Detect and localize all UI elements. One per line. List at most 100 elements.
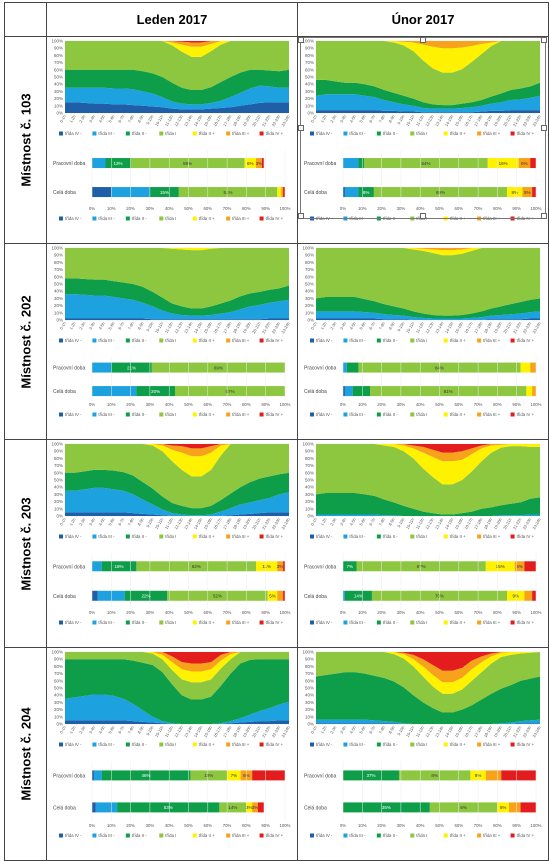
chart-room-103-january[interactable]: 0% 10% 20% 30% 40% 50% 60% 70% 80% 90% 100% 0-1h 1-2… (47, 37, 297, 238)
bar-legend-label: třída I (165, 620, 176, 625)
bar-legend-swatch (477, 412, 482, 417)
y-tick-label: 10% (305, 103, 314, 108)
bar-x-tick-label: 20% (126, 610, 135, 615)
x-tick-label: 22-23h (522, 114, 533, 127)
y-tick-label: 60% (54, 67, 63, 72)
bar-legend-swatch (510, 833, 515, 838)
x-tick-label: 6-7h (117, 321, 125, 330)
x-tick-label: 19-20h (241, 321, 252, 334)
bar-segment (429, 802, 498, 813)
bar-x-tick-label: 60% (454, 206, 463, 211)
chart-room-204-february[interactable]: 0% 10% 20% 30% 40% 50% 60% 70% 80% 90% 100% 0-1h 1-2… (298, 648, 548, 855)
chart-room-203-february[interactable]: 0% 10% 20% 30% 40% 50% 60% 70% 80% 90% 100% 0-1h 1-2… (298, 440, 548, 642)
bar-row-label: Celá doba (53, 389, 76, 395)
area-series-2 (316, 94, 540, 113)
bar-data-label: 6% (247, 161, 254, 166)
bar-legend-swatch (59, 620, 63, 625)
bar-legend-label: třída II - (132, 833, 147, 838)
resize-handle-tm[interactable] (420, 37, 426, 43)
bar-x-tick-label: 50% (184, 402, 193, 407)
chart-room-203-january[interactable]: 0% 10% 20% 30% 40% 50% 60% 70% 80% 90% 100% 0-1h 1-2… (47, 440, 297, 642)
bar-legend-swatch (192, 620, 197, 625)
bar-x-tick-label: 100% (531, 206, 542, 211)
bar-legend-swatch (443, 216, 448, 221)
resize-handle-br[interactable] (541, 213, 547, 219)
x-tick-label: 10-11h (405, 517, 415, 530)
bar-x-tick-label: 90% (512, 823, 521, 828)
x-tick-label: 17-18h (473, 517, 484, 530)
bar-legend-label: třída III + (232, 620, 250, 625)
bar-segment (497, 802, 509, 813)
legend-label: třída III + (232, 534, 250, 539)
x-tick-label: 16-17h (463, 517, 474, 530)
bar-row-label: Celá doba (304, 190, 327, 196)
x-tick-label: 20-21h (251, 321, 262, 334)
x-tick-label: 19-20h (241, 517, 252, 530)
x-tick-label: 15-16h (202, 114, 213, 127)
legend-label: třída III + (483, 742, 501, 747)
bar-legend-label: třída IV - (316, 216, 333, 221)
y-tick-label: 70% (305, 463, 314, 468)
resize-handle-ml[interactable] (298, 125, 304, 131)
bar-legend-swatch (92, 412, 97, 417)
y-tick-label: 10% (305, 714, 314, 719)
x-tick-label: 2-3h (329, 725, 337, 734)
legend-label: třída IV - (316, 131, 333, 136)
area-series-6 (316, 41, 540, 49)
bar-x-tick-label: 50% (184, 206, 193, 211)
resize-handle-tr[interactable] (541, 37, 547, 43)
x-tick-label: 4-5h (97, 725, 105, 734)
y-tick-label: 90% (305, 657, 314, 662)
area-series-3 (316, 492, 540, 516)
x-tick-label: 0-1h (310, 321, 318, 330)
legend-label: třída I (416, 338, 427, 343)
bar-segment (343, 362, 347, 373)
bar-data-label: 18% (115, 564, 124, 569)
x-tick-label: 7-8h (127, 517, 135, 526)
bar-segment (261, 158, 264, 169)
bar-x-tick-label: 40% (165, 206, 174, 211)
y-tick-label: 30% (54, 296, 63, 301)
chart-room-204-january[interactable]: 0% 10% 20% 30% 40% 50% 60% 70% 80% 90% 100% 0-1h 1-2… (47, 648, 297, 855)
resize-handle-tl[interactable] (298, 37, 304, 43)
chart-cell-103-feb: 0% 10% 20% 30% 40% 50% 60% 70% 80% 90% 100% 0-1h 1-2… (297, 36, 549, 244)
bar-data-label: 15% (496, 564, 505, 569)
bar-x-tick-label: 90% (261, 610, 270, 615)
bar-legend-swatch (510, 620, 515, 625)
x-tick-label: 21-22h (261, 725, 272, 738)
bar-legend-label: třída II + (199, 412, 215, 417)
bar-segment (373, 187, 508, 198)
chart-room-202-february[interactable]: 0% 10% 20% 30% 40% 50% 60% 70% 80% 90% 100% 0-1h 1-2… (298, 244, 548, 434)
x-tick-label: 9-10h (396, 114, 405, 125)
bar-data-label: 62% (192, 564, 201, 569)
legend-swatch (59, 338, 63, 343)
chart-room-103-february[interactable]: 0% 10% 20% 30% 40% 50% 60% 70% 80% 90% 100% 0-1h 1-2… (298, 37, 548, 238)
resize-handle-bm[interactable] (420, 213, 426, 219)
legend-swatch (510, 131, 515, 136)
bar-legend-swatch (59, 412, 63, 417)
legend-label: třída II + (450, 534, 466, 539)
legend-swatch (376, 742, 381, 747)
bar-segment (283, 561, 285, 572)
x-tick-label: 18-19h (232, 114, 243, 127)
x-tick-label: 18-19h (483, 114, 494, 127)
y-tick-label: 20% (54, 303, 63, 308)
legend-swatch (410, 742, 415, 747)
chart-cell-203-feb: 0% 10% 20% 30% 40% 50% 60% 70% 80% 90% 100% 0-1h 1-2… (297, 439, 549, 648)
bar-x-tick-label: 100% (280, 206, 291, 211)
bar-x-tick-label: 90% (512, 610, 521, 615)
bar-legend-label: třída III + (483, 833, 501, 838)
bar-x-tick-label: 100% (531, 402, 542, 407)
resize-handle-bl[interactable] (298, 213, 304, 219)
legend-swatch (410, 534, 415, 539)
legend-label: třída III + (483, 534, 501, 539)
row-label-room-202: Místnost č. 202 (4, 243, 47, 440)
resize-handle-mr[interactable] (541, 125, 547, 131)
area-series-3 (65, 278, 289, 316)
chart-room-202-january[interactable]: 0% 10% 20% 30% 40% 50% 60% 70% 80% 90% 100% 0-1h 1-2… (47, 244, 297, 434)
bar-segment (227, 770, 241, 781)
bar-segment (190, 770, 228, 781)
legend-label: třída II + (450, 742, 466, 747)
x-tick-label: 14-15h (444, 725, 455, 738)
bar-segment (343, 187, 345, 198)
